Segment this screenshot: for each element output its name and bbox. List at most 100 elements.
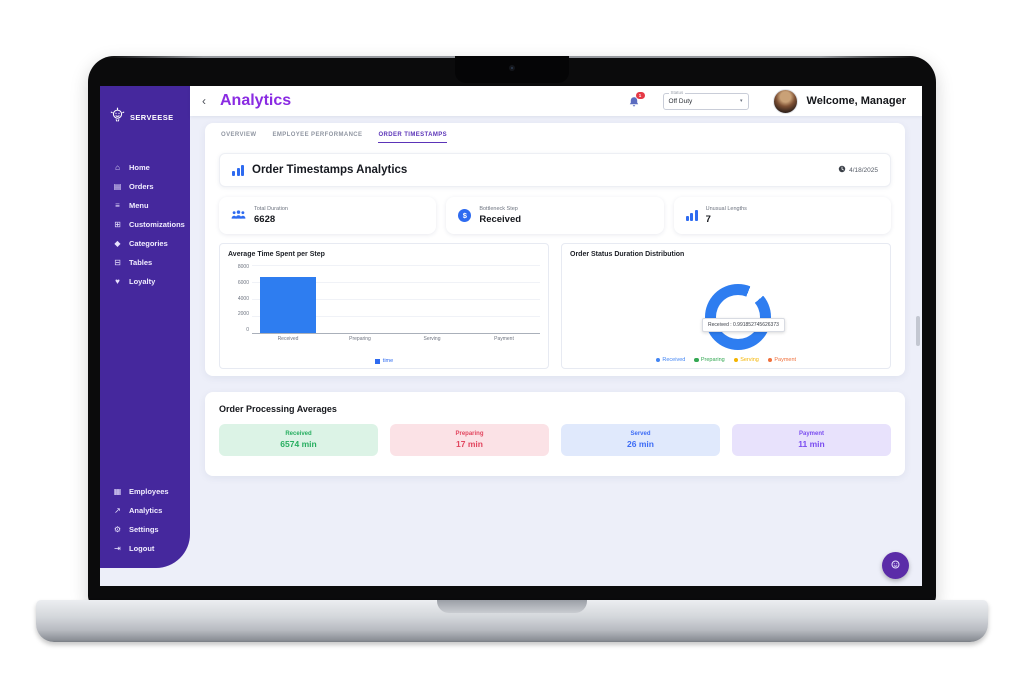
sidebar-item-customizations[interactable]: ⊞ Customizations bbox=[100, 215, 190, 234]
robot-icon bbox=[889, 558, 902, 574]
bar-chart-icon bbox=[685, 210, 698, 221]
bar-slot bbox=[396, 265, 468, 333]
home-icon: ⌂ bbox=[115, 162, 120, 172]
sidebar-item-menu[interactable]: ≡ Menu bbox=[100, 196, 190, 215]
app-header: ‹ Analytics 1 Status Off Duty ▾ Welcome,… bbox=[190, 86, 922, 116]
sidebar-item-orders[interactable]: ▤ Orders bbox=[100, 177, 190, 196]
avg-value: 6574 min bbox=[280, 439, 317, 449]
stat-value: 6628 bbox=[254, 213, 276, 225]
avg-value: 26 min bbox=[627, 439, 654, 449]
bell-icon bbox=[628, 95, 640, 112]
bar-chart-card: Average Time Spent per Step 8000 6000 4000… bbox=[219, 243, 549, 369]
legend-label: Serving bbox=[740, 357, 759, 363]
notification-badge: 1 bbox=[635, 91, 645, 99]
page-title: Analytics bbox=[220, 92, 292, 109]
robot-logo-icon bbox=[109, 106, 126, 128]
sidebar: SERVEESE ⌂ Home ▤ Orders ≡ Menu ⊞ Custom… bbox=[100, 86, 190, 568]
sidebar-item-label: Employees bbox=[129, 487, 169, 496]
bar-legend-swatch bbox=[374, 358, 380, 364]
avg-card-preparing: Preparing 17 min bbox=[390, 424, 549, 456]
legend-item-serving: Serving bbox=[733, 357, 759, 363]
analytics-icon: ↗ bbox=[114, 505, 121, 515]
laptop-notch bbox=[455, 56, 569, 83]
menu-icon: ≡ bbox=[115, 200, 120, 210]
bar-chart-title: Average Time Spent per Step bbox=[228, 251, 325, 258]
sidebar-item-analytics[interactable]: ↗ Analytics bbox=[100, 501, 190, 520]
bar-slot bbox=[324, 265, 396, 333]
sidebar-item-settings[interactable]: ⚙ Settings bbox=[100, 520, 190, 539]
assistant-fab[interactable] bbox=[882, 552, 909, 579]
tab-overview[interactable]: OVERVIEW bbox=[221, 132, 257, 138]
donut-chart-title: Order Status Duration Distribution bbox=[570, 251, 685, 258]
stat-value: Received bbox=[479, 213, 522, 225]
bar-chart-y-axis: 8000 6000 4000 2000 0 bbox=[237, 264, 249, 333]
sidebar-nav-top: ⌂ Home ▤ Orders ≡ Menu ⊞ Customizations … bbox=[100, 158, 190, 291]
bar-x-label: Received bbox=[277, 336, 299, 342]
back-button[interactable]: ‹ bbox=[202, 94, 206, 108]
donut-chart-card: Order Status Duration Distribution Recei… bbox=[561, 243, 891, 369]
sidebar-item-label: Orders bbox=[129, 182, 154, 191]
bar-slot bbox=[468, 265, 540, 333]
legend-label: Payment bbox=[774, 357, 797, 363]
averages-title: Order Processing Averages bbox=[219, 404, 337, 414]
bar-chart-plot bbox=[252, 265, 540, 334]
sidebar-item-logout[interactable]: ⇥ Logout bbox=[100, 539, 190, 558]
scrollbar-thumb[interactable] bbox=[916, 316, 920, 346]
averages-row: Received 6574 min Preparing 17 min Serve… bbox=[219, 424, 891, 456]
stat-unusual-lengths: Unusual Lengths 7 bbox=[673, 197, 891, 234]
avatar[interactable] bbox=[772, 88, 798, 114]
sidebar-item-categories[interactable]: ◆ Categories bbox=[100, 234, 190, 253]
bar-legend-label: time bbox=[382, 358, 394, 364]
column-chart-icon bbox=[232, 164, 244, 176]
legend-dot bbox=[733, 357, 739, 363]
donut-hole bbox=[716, 295, 760, 339]
camera-dot bbox=[509, 65, 515, 71]
sidebar-item-label: Settings bbox=[129, 525, 159, 534]
legend-dot bbox=[767, 357, 773, 363]
tables-icon: ⊟ bbox=[114, 257, 121, 267]
legend-label: Received bbox=[662, 357, 686, 363]
status-select[interactable]: Status Off Duty ▾ bbox=[662, 89, 749, 110]
sidebar-item-employees[interactable]: ▦ Employees bbox=[100, 482, 190, 501]
report-date: 4/18/2025 bbox=[838, 165, 878, 175]
brand-name: SERVEESE bbox=[130, 112, 174, 122]
status-select-label: Status bbox=[668, 89, 686, 95]
analytics-panel: OVERVIEW EMPLOYEE PERFORMANCE ORDER TIME… bbox=[205, 123, 905, 376]
bar-slot bbox=[252, 265, 324, 333]
bar-chart-x-labels: Received Preparing Serving Payment bbox=[252, 336, 540, 342]
legend-dot bbox=[655, 357, 661, 363]
notifications-button[interactable]: 1 bbox=[628, 91, 645, 108]
donut-legend: Received Preparing Serving Payment bbox=[562, 357, 890, 363]
stat-label: Unusual Lengths bbox=[705, 206, 747, 213]
bar-x-label: Payment bbox=[494, 336, 514, 342]
laptop-base bbox=[36, 600, 988, 642]
avg-label: Preparing bbox=[455, 431, 484, 437]
clock-icon bbox=[838, 165, 846, 175]
legend-dot bbox=[694, 357, 699, 363]
sidebar-item-tables[interactable]: ⊟ Tables bbox=[100, 253, 190, 272]
customizations-icon: ⊞ bbox=[114, 219, 121, 229]
tab-order-timestamps[interactable]: ORDER TIMESTAMPS bbox=[378, 132, 448, 143]
sidebar-item-label: Loyalty bbox=[129, 277, 156, 286]
laptop-base-notch bbox=[437, 600, 587, 613]
stat-value: 7 bbox=[705, 213, 711, 225]
stats-row: Total Duration 6628 $ Bottleneck Step Re… bbox=[219, 197, 891, 234]
report-date-text: 4/18/2025 bbox=[849, 166, 878, 174]
settings-icon: ⚙ bbox=[113, 524, 122, 534]
bar-x-label: Serving bbox=[423, 336, 441, 342]
sidebar-item-label: Home bbox=[129, 163, 150, 172]
legend-label: Preparing bbox=[700, 357, 725, 363]
section-header: Order Timestamps Analytics 4/18/2025 bbox=[219, 153, 891, 187]
sidebar-item-home[interactable]: ⌂ Home bbox=[100, 158, 190, 177]
avg-value: 17 min bbox=[456, 439, 483, 449]
avg-card-payment: Payment 11 min bbox=[732, 424, 891, 456]
app-screen: SERVEESE ⌂ Home ▤ Orders ≡ Menu ⊞ Custom… bbox=[100, 86, 922, 586]
status-select-value: Off Duty bbox=[668, 97, 693, 105]
sidebar-item-label: Categories bbox=[129, 239, 168, 248]
bar-chart: 8000 6000 4000 2000 0 Received Preparing Servi… bbox=[228, 265, 540, 342]
tab-employee-performance[interactable]: EMPLOYEE PERFORMANCE bbox=[272, 132, 363, 138]
section-title: Order Timestamps Analytics bbox=[252, 164, 408, 176]
sidebar-item-label: Customizations bbox=[129, 220, 185, 229]
tabs: OVERVIEW EMPLOYEE PERFORMANCE ORDER TIME… bbox=[205, 123, 905, 143]
sidebar-item-loyalty[interactable]: ♥ Loyalty bbox=[100, 272, 190, 291]
